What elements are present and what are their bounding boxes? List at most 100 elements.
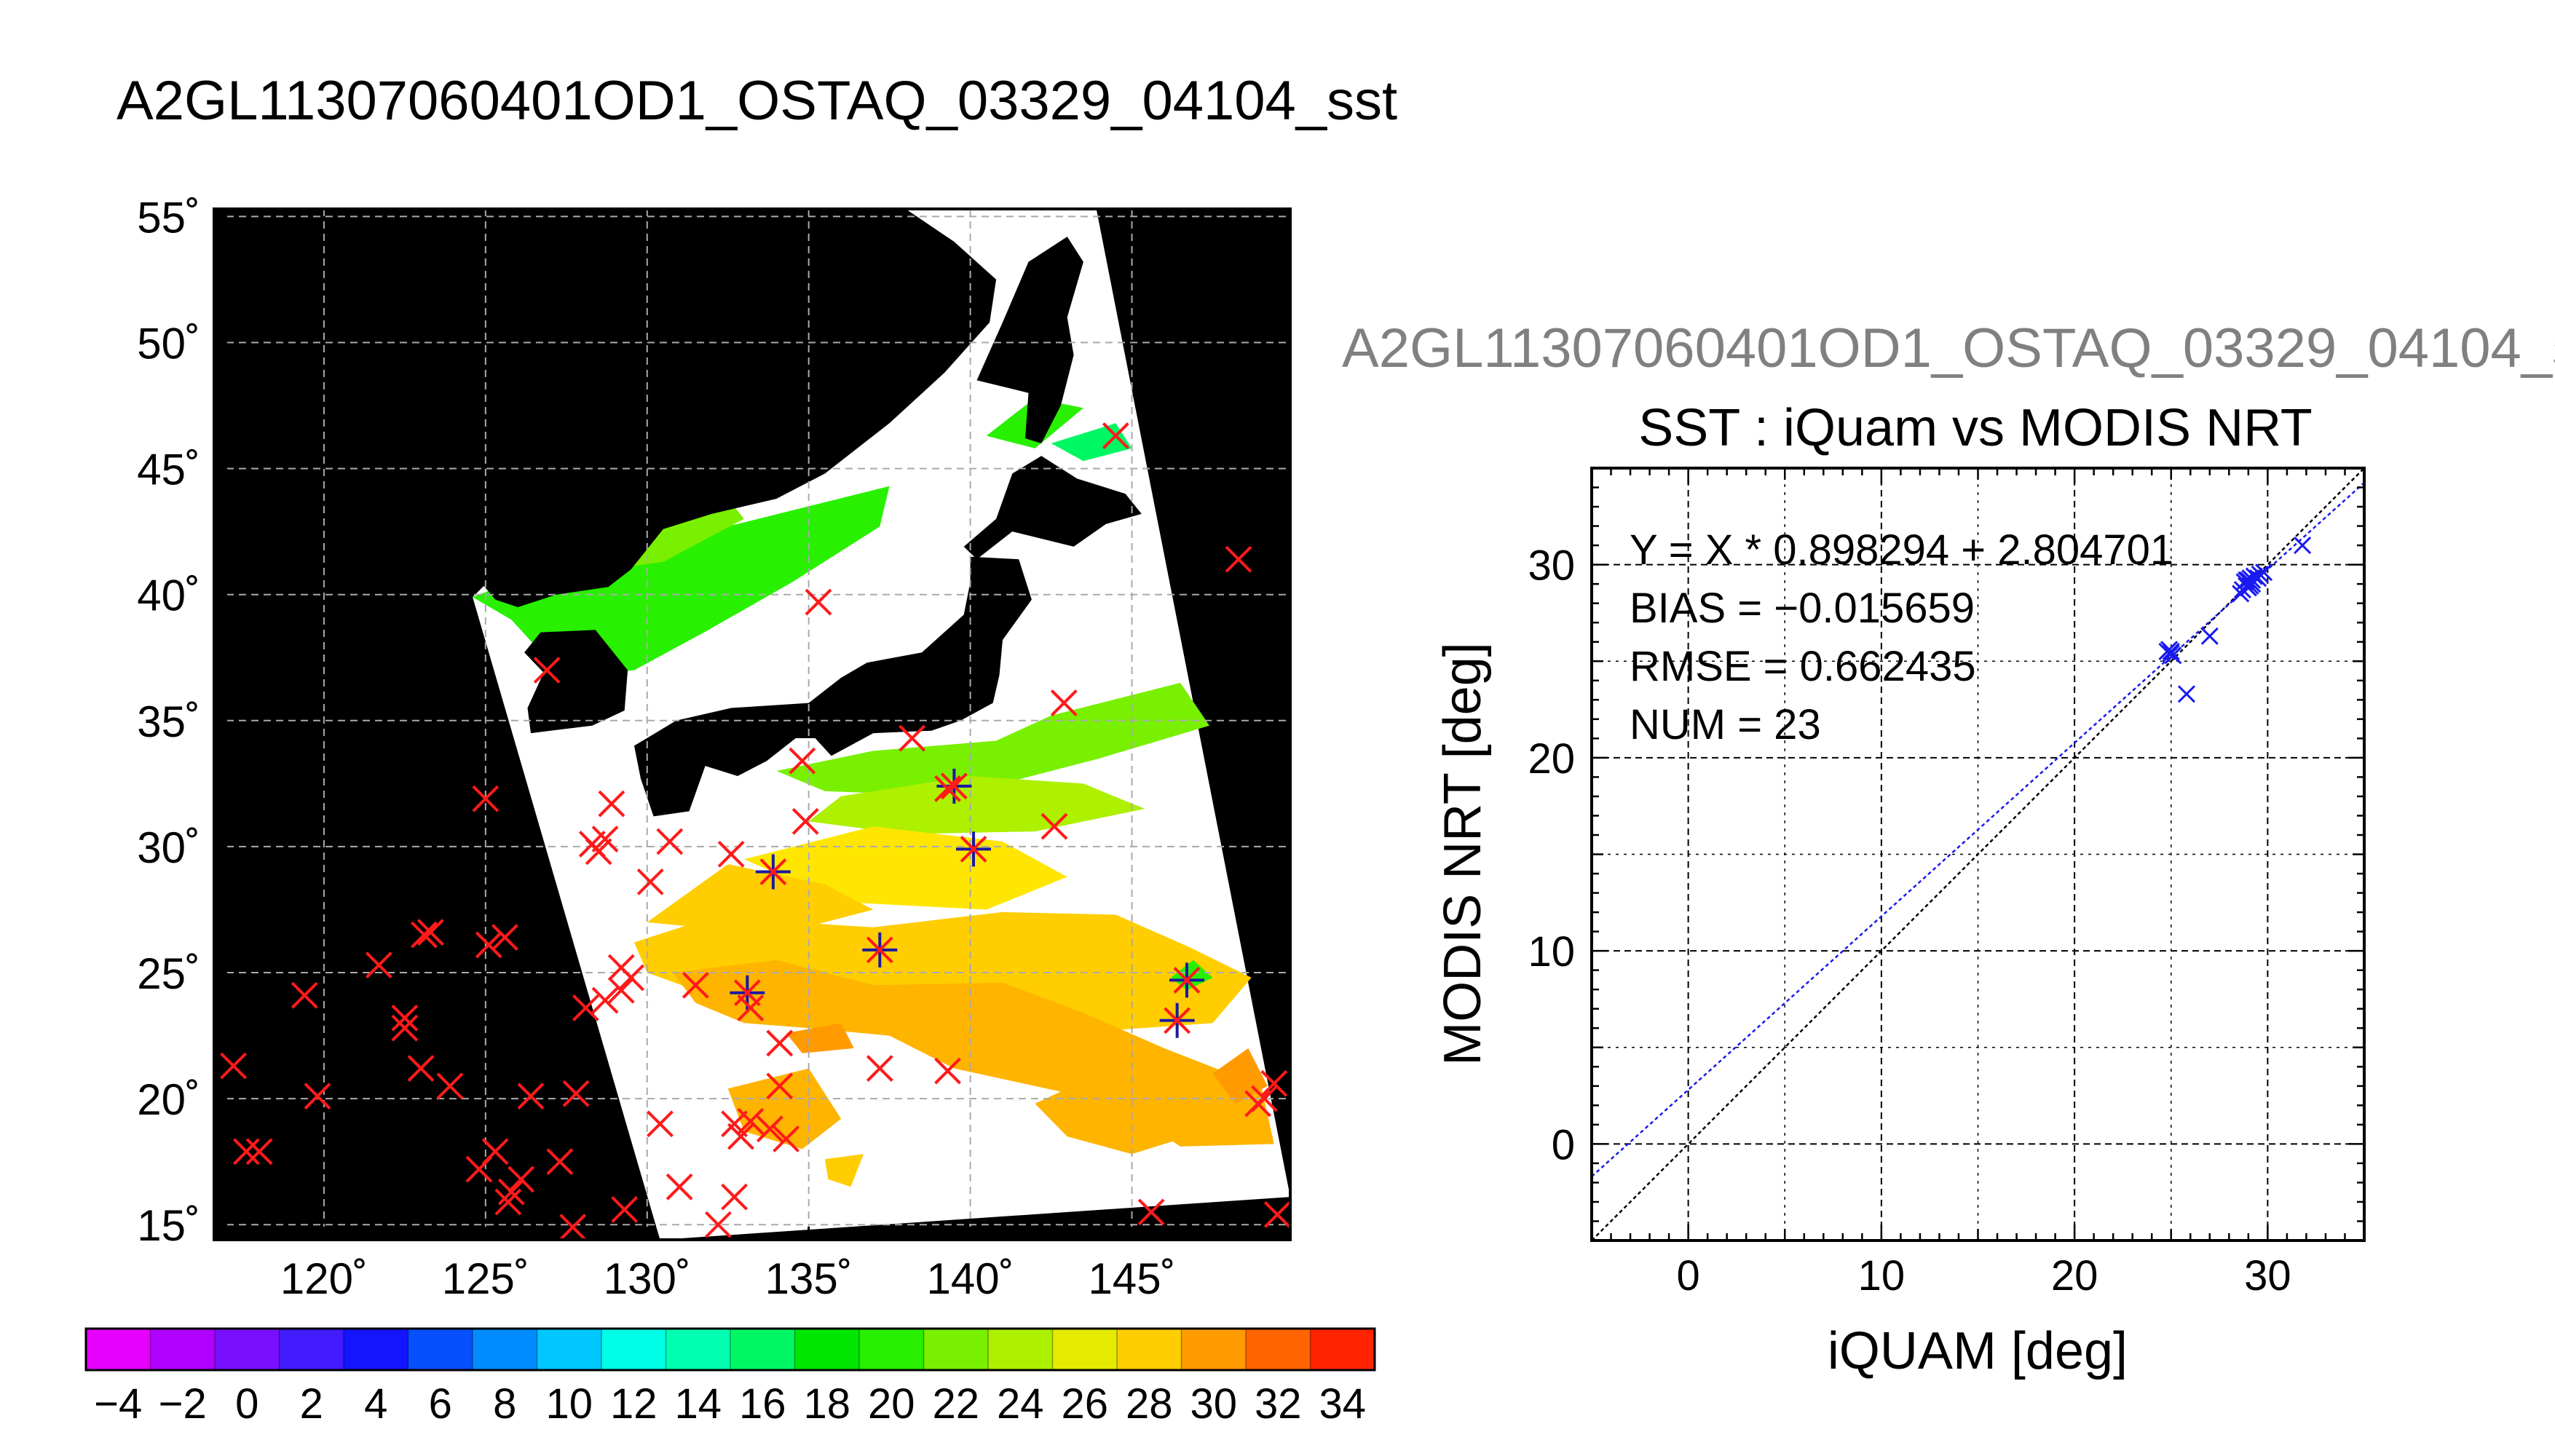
station-x-marker bbox=[559, 1214, 587, 1240]
sst-region bbox=[1035, 1073, 1213, 1155]
colorbar-tick-label: 20 bbox=[868, 1380, 915, 1428]
lon-tick-label: 135˚ bbox=[765, 1254, 853, 1303]
colorbar: −4 −2 0 2 4 6 8 10 12 14 16 18 20 22 24 26 28 30 32 34 bbox=[84, 1327, 1376, 1428]
y-tick-label: 20 bbox=[1528, 735, 1575, 783]
station-x-marker bbox=[805, 588, 832, 616]
station-x-marker bbox=[365, 951, 392, 979]
station-x-marker bbox=[1040, 812, 1068, 840]
station-x-marker bbox=[647, 1110, 674, 1138]
station-x-marker bbox=[727, 1123, 754, 1150]
station-x-marker bbox=[533, 657, 561, 684]
station-x-marker bbox=[866, 1055, 893, 1082]
scatter-point bbox=[2164, 646, 2182, 665]
station-x-marker bbox=[232, 1138, 260, 1166]
lat-tick-label: 15˚ bbox=[137, 1201, 200, 1250]
station-x-marker bbox=[607, 976, 635, 1004]
map-frame bbox=[213, 207, 1292, 1241]
colorbar-segment bbox=[150, 1329, 216, 1370]
station-x-marker bbox=[220, 1052, 248, 1080]
colorbar-tick-label: 10 bbox=[545, 1380, 593, 1428]
station-x-marker bbox=[517, 1083, 545, 1110]
lat-tick-label: 55˚ bbox=[137, 193, 200, 242]
lat-tick-label: 40˚ bbox=[137, 571, 200, 620]
station-x-marker bbox=[737, 994, 765, 1021]
scatter-point bbox=[2232, 585, 2250, 603]
colorbar-tick-label: 18 bbox=[803, 1380, 850, 1428]
lon-tick-label: 140˚ bbox=[927, 1254, 1014, 1303]
scatter-point bbox=[2255, 563, 2273, 582]
station-x-marker bbox=[416, 919, 444, 946]
station-x-marker bbox=[546, 1148, 574, 1176]
station-x-marker bbox=[704, 1211, 732, 1238]
land-region bbox=[327, 965, 386, 1051]
station-x-marker bbox=[591, 986, 619, 1014]
station-x-marker bbox=[721, 1110, 749, 1138]
station-x-marker bbox=[1260, 1069, 1288, 1097]
scatter-point bbox=[2162, 642, 2180, 661]
land-region bbox=[963, 456, 1142, 560]
station-x-marker bbox=[391, 1014, 419, 1042]
station-x-marker bbox=[737, 1107, 765, 1135]
station-x-marker bbox=[472, 785, 499, 812]
land-region bbox=[214, 579, 422, 1016]
station-x-marker bbox=[721, 1183, 749, 1211]
station-x-marker bbox=[1137, 1198, 1165, 1226]
station-x-marker bbox=[773, 1125, 800, 1152]
colorbar-segment bbox=[215, 1329, 280, 1370]
sst-region bbox=[786, 1023, 854, 1053]
station-x-marker bbox=[791, 807, 819, 835]
colorbar-tick-label: −2 bbox=[159, 1380, 207, 1428]
station-x-marker bbox=[304, 1083, 331, 1110]
lon-tick-label: 125˚ bbox=[442, 1254, 529, 1303]
colorbar-segment bbox=[279, 1329, 344, 1370]
scatter-point bbox=[2241, 577, 2259, 595]
station-x-marker bbox=[598, 790, 625, 818]
y-tick-label: 10 bbox=[1528, 928, 1575, 976]
colorbar-segment bbox=[473, 1329, 537, 1370]
colorbar-tick-label: −4 bbox=[94, 1380, 142, 1428]
colorbar-tick-label: 24 bbox=[997, 1380, 1044, 1428]
lat-tick-label: 50˚ bbox=[137, 319, 200, 368]
scatter-annotations: Y = X * 0.898294 + 2.804701 BIAS = −0.015… bbox=[1630, 526, 2173, 748]
colorbar-segment bbox=[923, 1329, 989, 1370]
station-x-marker bbox=[497, 1178, 525, 1206]
scatter-ticks: 0 10 20 30 0 10 20 30 bbox=[1528, 467, 2366, 1299]
colorbar-tick-label: 32 bbox=[1255, 1380, 1302, 1428]
colorbar-segment bbox=[344, 1329, 408, 1370]
station-x-marker bbox=[475, 931, 502, 959]
sst-region bbox=[776, 682, 1209, 796]
land-region bbox=[634, 556, 1032, 817]
colorbar-segment bbox=[1181, 1329, 1247, 1370]
colorbar-tick-label: 8 bbox=[493, 1380, 516, 1428]
lat-tick-label: 45˚ bbox=[137, 446, 200, 494]
colorbar-tick-label: 26 bbox=[1061, 1380, 1108, 1428]
lon-tick-label: 130˚ bbox=[604, 1254, 691, 1303]
colorbar-segment bbox=[988, 1329, 1053, 1370]
station-x-marker bbox=[391, 1004, 419, 1032]
colorbar-segment bbox=[730, 1329, 795, 1370]
scatter-points bbox=[2158, 537, 2312, 703]
lon-tick-label: 145˚ bbox=[1088, 1254, 1175, 1303]
colorbar-segment bbox=[408, 1329, 473, 1370]
colorbar-tick-label: 22 bbox=[932, 1380, 979, 1428]
sst-region bbox=[824, 1154, 864, 1187]
map-tick-labels: 55˚ 50˚ 45˚ 40˚ 35˚ 30˚ 25˚ 20˚ 15˚ 120˚ 125˚ 130˚ 1… bbox=[137, 193, 1175, 1303]
y-axis-label: MODIS NRT [deg] bbox=[1434, 642, 1492, 1066]
map-graticule bbox=[214, 209, 1290, 1240]
colorbar-tick-label: 0 bbox=[235, 1380, 258, 1428]
station-x-marker bbox=[1244, 1090, 1272, 1117]
station-x-marker bbox=[436, 1072, 464, 1100]
sst-region bbox=[473, 486, 890, 676]
station-markers bbox=[220, 422, 1290, 1240]
colorbar-tick-label: 16 bbox=[739, 1380, 786, 1428]
station-x-marker bbox=[756, 1115, 783, 1143]
stats-annotation: NUM = 23 bbox=[1630, 701, 1821, 748]
x-axis-label: iQUAM [deg] bbox=[1828, 1322, 2128, 1380]
station-x-marker bbox=[591, 826, 619, 852]
lat-tick-label: 25˚ bbox=[137, 949, 200, 998]
scatter-point bbox=[2200, 627, 2219, 645]
y-tick-label: 30 bbox=[1528, 542, 1575, 590]
x-tick-label: 30 bbox=[2244, 1252, 2291, 1299]
station-x-marker bbox=[585, 838, 612, 866]
